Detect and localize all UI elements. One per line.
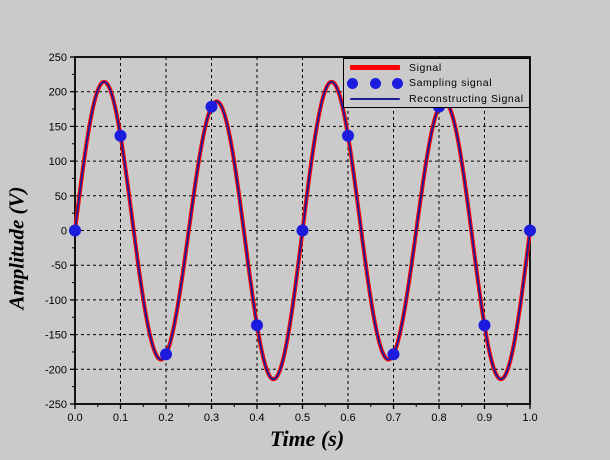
sample-dot bbox=[205, 100, 218, 113]
y-tick-label: -200 bbox=[45, 364, 67, 376]
x-tick-label: 0.7 bbox=[386, 412, 401, 424]
sample-dot bbox=[478, 319, 491, 332]
x-tick-label: 0.5 bbox=[295, 412, 310, 424]
x-tick-label: 1.0 bbox=[522, 412, 537, 424]
x-tick-label: 0.3 bbox=[204, 412, 219, 424]
sample-dot bbox=[296, 224, 309, 237]
sample-dot bbox=[251, 319, 263, 332]
legend-swatch-signal-line-icon bbox=[344, 65, 406, 70]
y-tick-label: 250 bbox=[49, 52, 67, 64]
x-tick-label: 0.2 bbox=[158, 412, 173, 424]
y-tick-label: 200 bbox=[49, 87, 67, 99]
x-tick-label: 0.6 bbox=[340, 412, 355, 424]
legend: Signal Sampling signal Reconstructing Si… bbox=[343, 58, 530, 108]
x-tick-label: 0.9 bbox=[477, 412, 492, 424]
sample-dot bbox=[114, 129, 127, 142]
y-tick-label: -150 bbox=[45, 330, 67, 342]
y-tick-label: 100 bbox=[49, 156, 67, 168]
legend-item-sampling-signal: Sampling signal bbox=[344, 76, 529, 90]
y-tick-label: -50 bbox=[51, 260, 67, 272]
y-axis-label: Amplitude (V) bbox=[4, 186, 29, 310]
x-tick-label: 0.0 bbox=[67, 412, 82, 424]
legend-swatch-recon-line-icon bbox=[344, 97, 406, 100]
y-tick-label: 150 bbox=[49, 121, 67, 133]
x-tick-label: 0.8 bbox=[431, 412, 446, 424]
y-tick-label: -250 bbox=[45, 399, 67, 411]
sample-dot bbox=[524, 224, 536, 237]
legend-label-sampling-signal: Sampling signal bbox=[409, 77, 493, 89]
sample-dot bbox=[342, 129, 354, 142]
legend-item-reconstructing-signal: Reconstructing Signal bbox=[344, 92, 529, 106]
legend-item-signal: Signal bbox=[344, 61, 529, 75]
sample-dot bbox=[69, 224, 81, 237]
legend-swatch-dots-icon bbox=[344, 77, 406, 89]
y-tick-label: 50 bbox=[55, 191, 67, 203]
legend-label-signal: Signal bbox=[409, 61, 442, 74]
sample-dot bbox=[387, 348, 400, 361]
y-tick-label: -100 bbox=[45, 295, 67, 307]
sample-dot bbox=[160, 348, 172, 361]
x-tick-label: 0.1 bbox=[113, 412, 128, 424]
legend-label-reconstructing-signal: Reconstructing Signal bbox=[409, 92, 524, 105]
x-axis-label: Time (s) bbox=[269, 426, 345, 451]
y-tick-label: 0 bbox=[61, 226, 67, 238]
x-tick-label: 0.4 bbox=[249, 412, 264, 424]
